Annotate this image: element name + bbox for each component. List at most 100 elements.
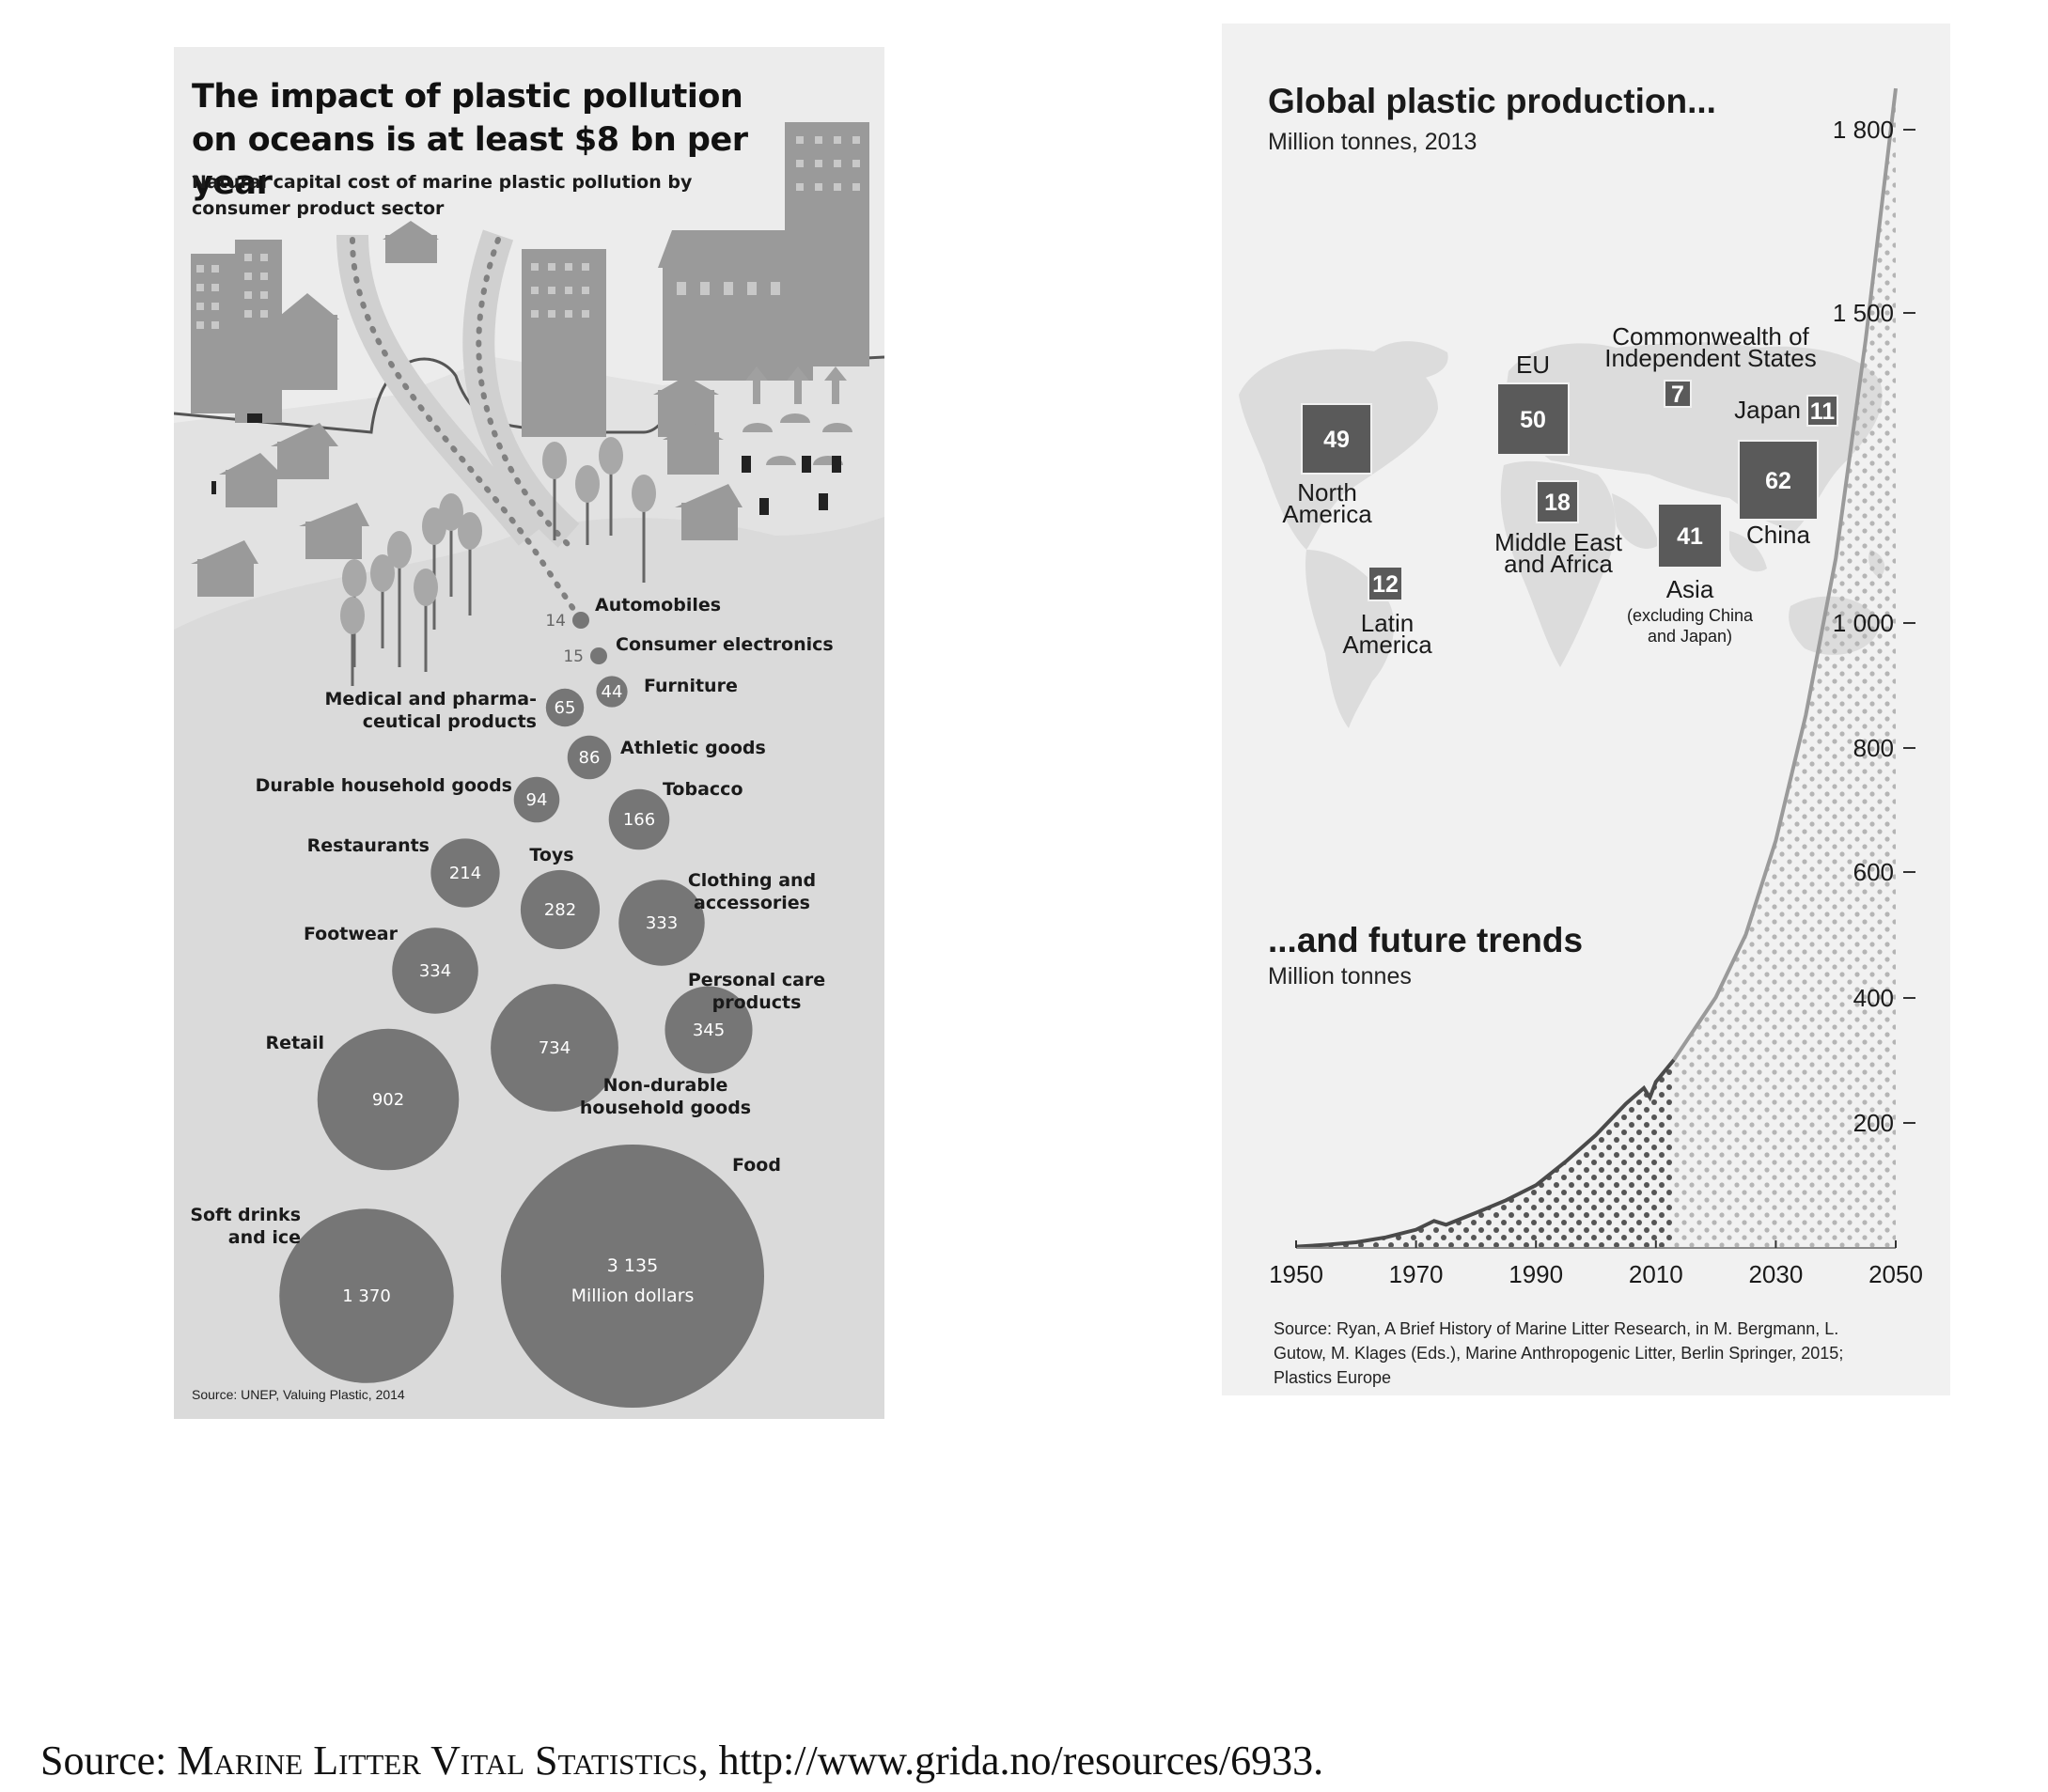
- region-box-north-america: [1301, 403, 1372, 475]
- region-label-japan: Japan: [1734, 396, 1801, 424]
- region-box-asia: [1657, 503, 1723, 569]
- historical-line: [1295, 1058, 1676, 1249]
- bubble-value-consumer-electronics: 15: [563, 647, 584, 666]
- region-label-latin-america: Latin: [1361, 609, 1414, 637]
- region-label-north-america: North: [1297, 478, 1357, 506]
- bubble-value-footwear: 334: [419, 961, 451, 981]
- plastic-impact-infographic: 14 Automobiles 15 Consumer electronics 44 Fur…: [174, 47, 884, 1419]
- region-label-commonwealth-of-independent-states: Independent States: [1604, 344, 1817, 372]
- region-value-commonwealth-of-independent-states: 7: [1671, 382, 1684, 408]
- y-tick-label-1000: 1 000: [1833, 609, 1894, 637]
- region-value-middle-east-and-africa: 18: [1544, 490, 1571, 516]
- figure-caption: Source: Marine Litter Vital Statistics, …: [40, 1737, 1323, 1784]
- bubble-label-athletic-goods: Athletic goods: [620, 738, 766, 758]
- bubble-medical-and-pharma-ceutical-products: [545, 688, 585, 727]
- y-tick-label-1800: 1 800: [1833, 116, 1894, 144]
- bubble-label-personal-care-products: Personal care: [688, 970, 825, 990]
- region-value-asia: 41: [1677, 523, 1703, 550]
- historical-area: [1296, 1059, 1674, 1248]
- bubble-label-non-durable-household-goods: Non-durable: [603, 1075, 728, 1096]
- y-tick-label-400: 400: [1853, 984, 1894, 1012]
- caption-url: , http://www.grida.no/resources/6933.: [697, 1737, 1324, 1784]
- bubble-value-non-durable-household-goods: 734: [539, 1038, 571, 1058]
- bubble-value-tobacco: 166: [623, 810, 655, 830]
- bubble-unit-label: Million dollars: [571, 1286, 695, 1306]
- left-chart-source: Source: UNEP, Valuing Plastic, 2014: [192, 1387, 405, 1402]
- y-tick-label-1500: 1 500: [1833, 299, 1894, 327]
- region-label-north-america: America: [1282, 500, 1372, 528]
- bubble-label-automobiles: Automobiles: [595, 595, 721, 616]
- region-box-latin-america: [1368, 566, 1403, 601]
- bubble-series: 14 Automobiles 15 Consumer electronics 44 Fur…: [190, 595, 834, 1408]
- projection-line: [1672, 87, 1898, 1062]
- bubble-automobiles: [572, 612, 589, 629]
- trees: [340, 437, 656, 686]
- bubble-value-athletic-goods: 86: [579, 748, 601, 768]
- bubble-value-durable-household-goods: 94: [526, 790, 548, 810]
- bubble-label-retail: Retail: [266, 1033, 324, 1053]
- bubble-food: [501, 1145, 764, 1408]
- bubble-label-toys: Toys: [529, 845, 573, 865]
- bubble-non-durable-household-goods: [491, 984, 618, 1112]
- bubble-label-durable-household-goods: Durable household goods: [256, 775, 512, 796]
- x-tick-label-2010: 2010: [1629, 1260, 1683, 1288]
- region-value-china: 62: [1765, 468, 1791, 494]
- bubble-soft-drinks-and-ice: [279, 1208, 454, 1383]
- x-tick-label-2050: 2050: [1868, 1260, 1923, 1288]
- region-label-latin-america: America: [1342, 631, 1432, 659]
- region-value-eu: 50: [1520, 407, 1546, 433]
- bubble-label-restaurants: Restaurants: [307, 835, 430, 856]
- chart-axes: 1950 1970 1990 2010 2030 2050 200 400 600 800 1 00…: [1269, 116, 1923, 1288]
- region-value-latin-america: 12: [1372, 571, 1399, 598]
- region-box-china: [1738, 440, 1819, 521]
- bubble-value-personal-care-products: 345: [693, 1021, 725, 1040]
- bubble-value-soft-drinks-and-ice: 1 370: [342, 1286, 391, 1306]
- x-tick-label-1990: 1990: [1509, 1260, 1563, 1288]
- trend-title: ...and future trends: [1268, 921, 1584, 959]
- caption-publication: Marine Litter Vital Statistics: [177, 1737, 698, 1784]
- bubble-toys: [520, 869, 601, 950]
- region-note-asia: (excluding China: [1627, 606, 1754, 625]
- bubble-label-furniture: Furniture: [644, 676, 738, 696]
- region-label-china: China: [1746, 521, 1810, 549]
- bubble-label-tobacco: Tobacco: [663, 779, 743, 800]
- trend-subtitle: Million tonnes: [1268, 963, 1412, 989]
- bubble-label-personal-care-products: products: [712, 992, 802, 1013]
- bubble-footwear: [392, 927, 478, 1014]
- bubble-label-medical-and-pharma-ceutical-products: Medical and pharma-: [324, 689, 537, 709]
- region-label-asia: Asia: [1666, 575, 1714, 603]
- x-tick-label-2030: 2030: [1748, 1260, 1803, 1288]
- bubble-value-clothing-and-accessories: 333: [646, 913, 678, 933]
- y-tick-label-800: 800: [1853, 734, 1894, 762]
- bubble-label-clothing-and-accessories: Clothing and: [688, 870, 816, 891]
- region-box-japan: [1806, 395, 1838, 427]
- bubble-value-toys: 282: [544, 900, 576, 920]
- region-boxes: 49NorthAmerica12LatinAmerica50EU18Middle…: [1282, 322, 1838, 659]
- people-figures: [211, 413, 841, 515]
- bubble-chart-svg: 14 Automobiles 15 Consumer electronics 44 Fur…: [174, 122, 884, 1419]
- bubble-personal-care-products: [664, 986, 753, 1074]
- plastic-production-infographic: 1950 1970 1990 2010 2030 2050 200 400 600 800 1 00…: [1222, 23, 1950, 1395]
- bubble-durable-household-goods: [513, 776, 560, 823]
- bubble-furniture: [596, 676, 628, 708]
- region-label-commonwealth-of-independent-states: Commonwealth of: [1612, 322, 1809, 351]
- map-subtitle: Million tonnes, 2013: [1268, 129, 1477, 155]
- region-label-middle-east-and-africa: Middle East: [1494, 528, 1623, 556]
- bubble-clothing-and-accessories: [618, 880, 705, 966]
- region-value-japan: 11: [1810, 398, 1836, 425]
- bubble-label-food: Food: [732, 1155, 781, 1176]
- beach-umbrellas: [743, 366, 852, 465]
- x-tick-label-1950: 1950: [1269, 1260, 1323, 1288]
- bubble-retail: [317, 1028, 460, 1171]
- bubble-label-non-durable-household-goods: household goods: [580, 1098, 751, 1118]
- trend-source: Source: Ryan, A Brief History of Marine …: [1274, 1319, 1844, 1387]
- projection-area: [1673, 88, 1896, 1248]
- map-title: Global plastic production...: [1268, 82, 1716, 120]
- left-chart-subtitle: Natural capital cost of marine plastic p…: [192, 172, 693, 219]
- bubble-label-medical-and-pharma-ceutical-products: ceutical products: [363, 711, 537, 732]
- y-tick-label-600: 600: [1853, 858, 1894, 886]
- left-chart-title: The impact of plastic pollution on ocean…: [192, 78, 748, 202]
- region-box-eu: [1496, 382, 1570, 456]
- bubble-consumer-electronics: [590, 647, 607, 664]
- region-value-north-america: 49: [1323, 427, 1350, 453]
